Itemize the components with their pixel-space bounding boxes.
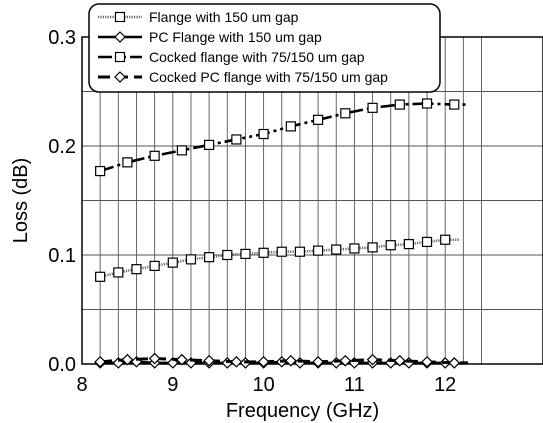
data-point-square: [95, 165, 106, 177]
data-point-square: [258, 247, 269, 258]
data-point-square: [440, 234, 451, 245]
data-point-square: [131, 264, 142, 275]
data-point-square: [340, 108, 351, 119]
data-point-square: [176, 145, 187, 156]
x-tick-label: 11: [344, 374, 365, 396]
data-point-square: [349, 243, 360, 254]
legend-entry-label: Cocked PC flange with 75/150 um gap: [149, 69, 388, 85]
data-point-square: [294, 246, 306, 257]
data-point-diamond: [230, 355, 243, 368]
data-point-square: [312, 114, 324, 125]
data-point-diamond: [403, 357, 415, 369]
data-point-square: [95, 271, 106, 282]
data-point-diamond: [312, 355, 324, 368]
y-axis-title: Loss (dB): [10, 158, 32, 244]
y-tick-label: 0.3: [48, 27, 76, 49]
series-3: [95, 98, 468, 177]
data-point-square: [367, 242, 378, 253]
data-point-diamond: [257, 355, 270, 368]
x-tick-label: 8: [76, 374, 87, 396]
data-point-square: [204, 139, 215, 151]
data-point-square: [449, 99, 460, 110]
data-point-diamond: [330, 357, 343, 369]
data-point-square: [204, 252, 215, 263]
data-point-square: [122, 157, 133, 168]
data-point-diamond: [121, 353, 134, 366]
data-point-square: [421, 236, 433, 248]
data-point-square: [421, 98, 433, 109]
data-point-square: [113, 267, 124, 278]
data-point-square: [149, 260, 160, 271]
data-point-square: [258, 128, 269, 140]
data-point-square: [240, 248, 251, 260]
series-4: [94, 352, 468, 369]
data-point-diamond: [203, 354, 215, 367]
data-point-diamond: [114, 71, 126, 83]
data-point-diamond: [393, 354, 406, 367]
data-point-diamond: [448, 357, 461, 369]
y-tick-label: 0.0: [48, 354, 76, 376]
data-point-diamond: [421, 355, 433, 368]
x-tick-label: 10: [252, 374, 274, 396]
data-point-square: [312, 245, 324, 256]
series-line: [99, 238, 459, 279]
y-tick-label: 0.2: [48, 136, 76, 158]
data-point-square: [114, 11, 126, 23]
data-point-square: [185, 254, 197, 265]
data-point-diamond: [284, 354, 297, 367]
data-point-square: [403, 239, 414, 250]
data-point-square: [367, 102, 378, 113]
x-tick-label: 9: [167, 374, 178, 396]
data-point-square: [331, 244, 342, 255]
data-point-diamond: [148, 352, 161, 365]
data-point-square: [222, 249, 233, 261]
data-point-diamond: [94, 355, 107, 368]
data-point-square: [394, 99, 405, 110]
x-tick-label: 12: [434, 374, 456, 396]
data-point-square: [167, 257, 178, 268]
legend-entry-label: Cocked flange with 75/150 um gap: [149, 49, 365, 65]
series-1: [95, 234, 459, 282]
legend-entry-label: PC Flange with 150 um gap: [149, 29, 322, 45]
data-point-square: [276, 246, 287, 257]
data-point-diamond: [339, 354, 352, 367]
data-point-diamond: [114, 31, 126, 43]
x-axis-title: Frequency (GHz): [226, 400, 379, 422]
data-point-diamond: [366, 353, 379, 366]
data-point-square: [149, 150, 160, 161]
series-line: [99, 102, 468, 173]
data-point-diamond: [176, 353, 188, 366]
data-point-square: [285, 121, 296, 132]
data-point-square: [114, 51, 126, 63]
legend-entry-label: Flange with 150 um gap: [149, 9, 299, 25]
data-point-diamond: [294, 357, 306, 369]
legend: Flange with 150 um gap PC Flange with 150…: [88, 3, 441, 93]
data-point-square: [231, 134, 242, 145]
ticks: 8 9 10 11 12 0.0 0.1 0.2 0.3: [48, 27, 456, 396]
y-tick-label: 0.1: [48, 245, 76, 267]
legend-box: [88, 3, 441, 93]
series-layer: [94, 98, 468, 369]
data-point-square: [385, 240, 396, 251]
